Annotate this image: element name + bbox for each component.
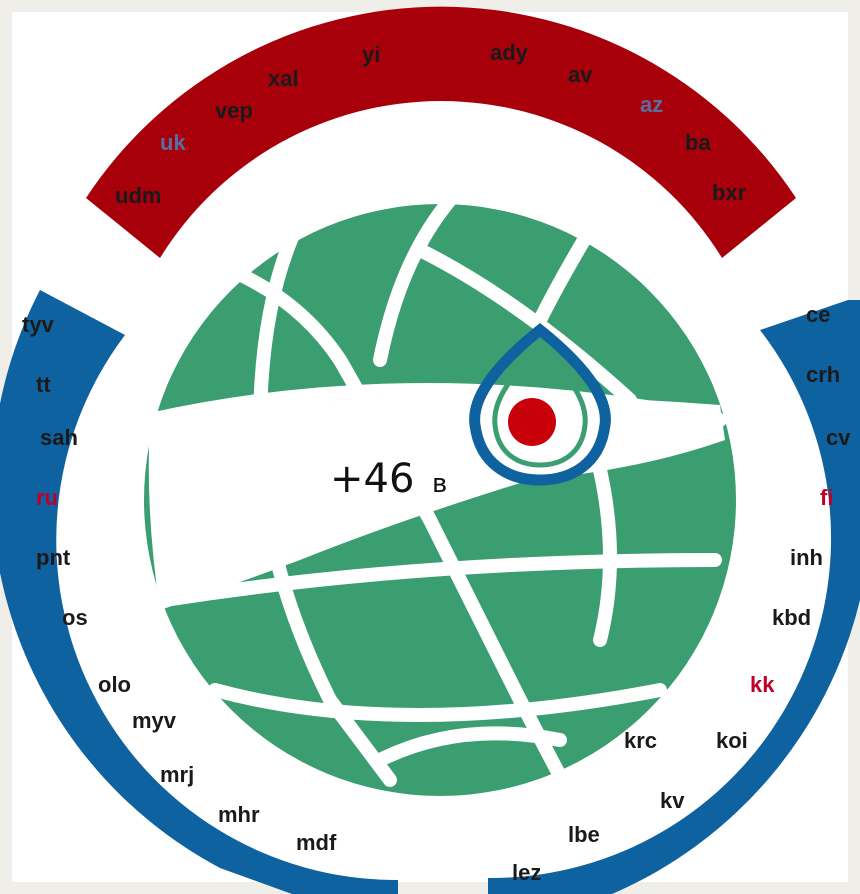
language-label-mrj: mrj: [160, 762, 194, 787]
language-label-fi: fi: [820, 485, 833, 510]
left-language-band: [0, 290, 398, 894]
language-label-lez: lez: [512, 860, 541, 885]
language-label-mdf: mdf: [296, 830, 337, 855]
language-label-kk: kk: [750, 672, 775, 697]
center-value: +46: [330, 456, 414, 502]
language-label-os: os: [62, 605, 88, 630]
language-label-bxr: bxr: [712, 180, 747, 205]
language-label-koi: koi: [716, 728, 748, 753]
language-label-ce: ce: [806, 302, 830, 327]
language-label-inh: inh: [790, 545, 823, 570]
language-label-tt: tt: [36, 372, 51, 397]
center-unit: в: [432, 469, 447, 499]
language-label-krc: krc: [624, 728, 657, 753]
language-label-ba: ba: [685, 130, 711, 155]
language-label-uk: uk: [160, 130, 186, 155]
language-label-tyv: tyv: [22, 312, 55, 337]
globe-white-sweep: [148, 395, 725, 610]
language-label-vep: vep: [215, 98, 253, 123]
language-label-kv: kv: [660, 788, 685, 813]
globe: +46 в: [143, 193, 736, 802]
language-label-cv: cv: [826, 425, 851, 450]
language-label-yi: yi: [362, 42, 380, 67]
drop-dot: [508, 398, 556, 446]
language-label-av: av: [568, 62, 593, 87]
language-label-olo: olo: [98, 672, 131, 697]
language-label-myv: myv: [132, 708, 177, 733]
language-label-ady: ady: [490, 40, 529, 65]
language-label-crh: crh: [806, 362, 840, 387]
language-label-az: az: [640, 92, 663, 117]
language-label-ru: ru: [36, 485, 58, 510]
right-language-band: [488, 300, 860, 894]
language-label-mhr: mhr: [218, 802, 260, 827]
language-label-lbe: lbe: [568, 822, 600, 847]
language-label-sah: sah: [40, 425, 78, 450]
top-language-band: [86, 6, 796, 258]
language-label-udm: udm: [115, 183, 161, 208]
language-label-xal: xal: [268, 66, 299, 91]
language-label-kbd: kbd: [772, 605, 811, 630]
drop-icon: [469, 322, 611, 486]
language-label-pnt: pnt: [36, 545, 71, 570]
